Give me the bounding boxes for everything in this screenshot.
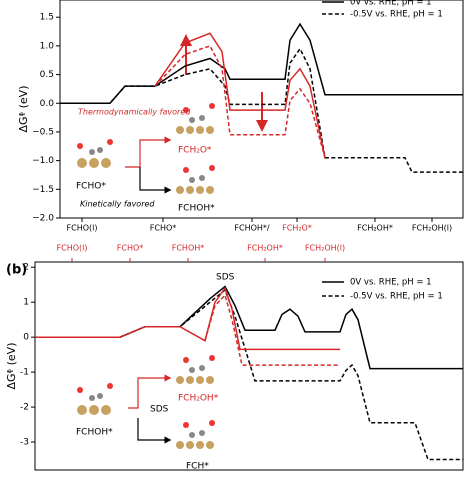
- y-tick-label: 0.0: [40, 99, 55, 109]
- decorations: [77, 34, 268, 449]
- y-tick-label: 1.0: [40, 41, 55, 51]
- panel-label: (b): [6, 263, 27, 278]
- energy-profile: [35, 288, 463, 461]
- annotation: FCHOH*: [178, 204, 215, 214]
- molecule: [176, 420, 215, 449]
- y-tick-label: 0.5: [40, 70, 54, 80]
- annotation: FCH₂OH*: [178, 394, 219, 404]
- x2-tick-label: FCHO*: [117, 244, 144, 253]
- y-tick-label: −2.0: [32, 214, 54, 224]
- x2-tick-label: FCH₂OH*: [247, 244, 283, 253]
- annotation: FCH*: [186, 462, 209, 472]
- y-axis-label: ΔGᶲ (eV): [17, 86, 30, 133]
- energy-profile: [154, 32, 326, 158]
- y-tick-label: -3: [20, 438, 29, 448]
- plot-frame: [59, 0, 464, 219]
- y-axis-label: ΔGᶲ (eV): [5, 343, 18, 390]
- molecule: [176, 165, 215, 194]
- legend-label: -0.5V vs. RHE, pH = 1: [350, 10, 443, 20]
- y-tick-label: 1.5: [40, 13, 54, 23]
- y-tick-label: −1.0: [32, 156, 54, 166]
- energy-profile: [204, 293, 340, 366]
- branch-arrow: [125, 136, 172, 168]
- x-tick-label: FCH₂OH*: [357, 224, 393, 233]
- x-tick-label: FCHO(l): [67, 224, 98, 233]
- molecule: [77, 383, 113, 415]
- x2-tick-label: FCHOH*: [172, 244, 205, 253]
- y-tick-label: -2: [20, 403, 29, 413]
- molecule: [176, 103, 215, 134]
- energy-profile: [60, 47, 463, 173]
- x-tick-label: FCH₂OH(l): [412, 224, 452, 233]
- x2-tick-label: FCH₂OH(l): [305, 244, 345, 253]
- branch-arrow: [137, 418, 172, 444]
- annotation: FCH₂O*: [178, 146, 212, 156]
- legend-label: 0V vs. RHE, pH = 1: [350, 0, 432, 8]
- x-tick-label: FCHOH*/: [234, 224, 270, 233]
- legend-label: 0V vs. RHE, pH = 1: [350, 278, 432, 288]
- annotation: Thermodynamically favored: [78, 108, 191, 117]
- plot-frame: [34, 261, 464, 471]
- y-tick-label: 1: [23, 298, 29, 308]
- energy-profile: [60, 22, 463, 105]
- molecule: [77, 139, 113, 168]
- legend-label: -0.5V vs. RHE, pH = 1: [350, 292, 443, 302]
- x2-tick-label: FCHO(l): [57, 244, 88, 253]
- annotation: SDS: [216, 273, 235, 283]
- annotation: SDS: [150, 405, 169, 415]
- annotation: Kinetically favored: [80, 200, 155, 209]
- x-tick-label: FCH₂O*: [282, 224, 312, 233]
- y-tick-label: −1.5: [32, 185, 54, 195]
- annotation: FCHOH*: [76, 428, 113, 438]
- y-tick-label: −0.5: [32, 127, 54, 137]
- x-tick-label: FCHO*: [150, 224, 177, 233]
- branch-arrow: [139, 167, 172, 194]
- annotation: FCHO*: [76, 182, 106, 192]
- y-tick-label: 0: [23, 333, 29, 343]
- branch-arrow: [128, 374, 172, 409]
- energy-profile: [154, 44, 326, 158]
- y-tick-label: -1: [20, 368, 29, 378]
- molecule: [176, 355, 215, 384]
- y-tick-label: 2: [23, 263, 29, 273]
